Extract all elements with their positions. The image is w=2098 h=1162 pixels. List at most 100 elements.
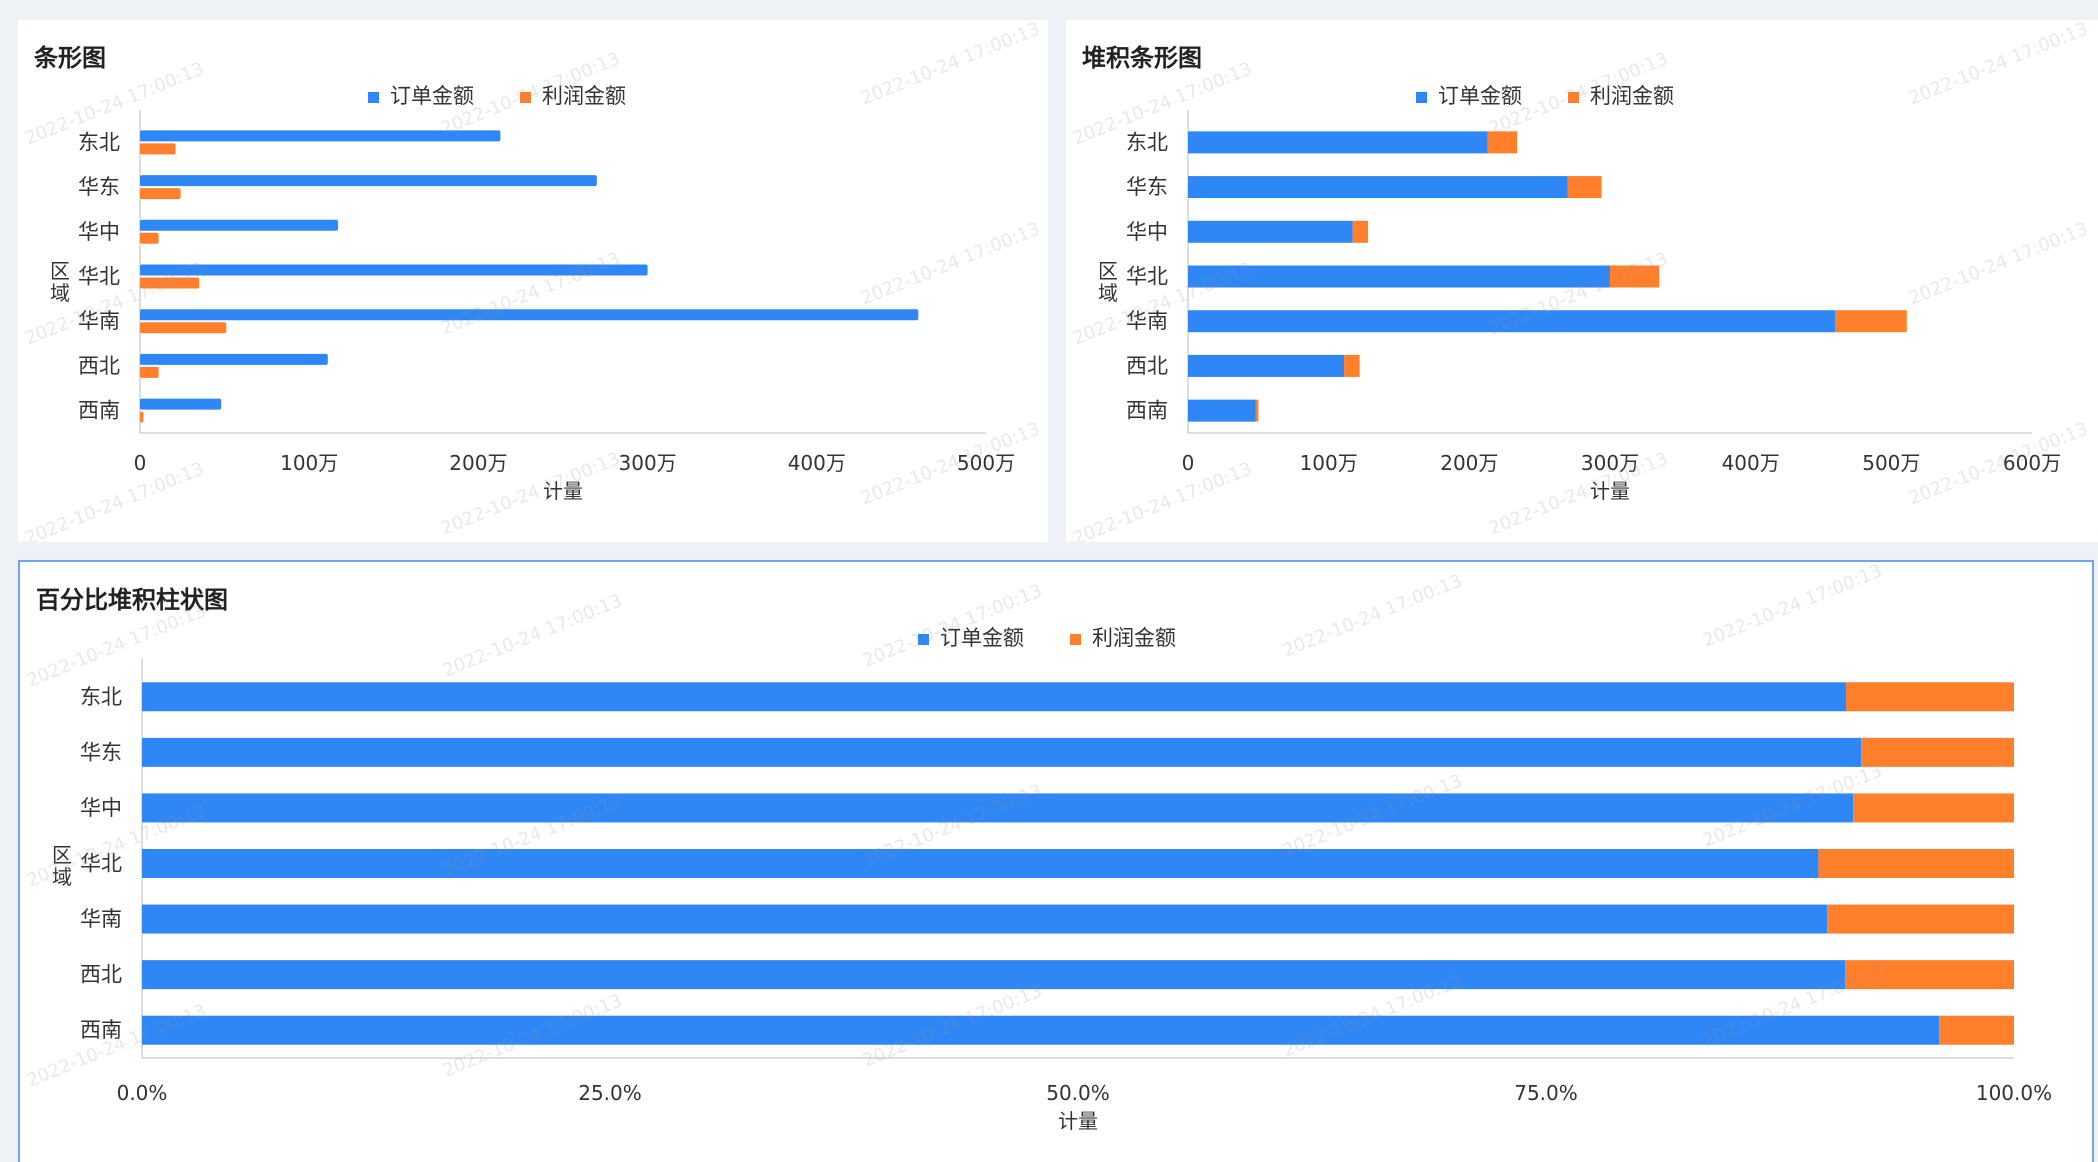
legend-item[interactable]: 利润金额 <box>520 84 626 108</box>
legend-item[interactable]: 利润金额 <box>1070 626 1176 650</box>
x-axis-title: 计量 <box>543 479 583 503</box>
bar-segment[interactable] <box>142 904 1828 934</box>
category-label: 华中 <box>1126 220 1168 244</box>
bar-segment[interactable] <box>1567 176 1602 199</box>
x-tick-label: 600万 <box>2003 451 2061 475</box>
bar[interactable] <box>140 366 159 378</box>
category-label: 西南 <box>78 399 120 423</box>
bar-segment[interactable] <box>142 960 1846 990</box>
bar[interactable] <box>140 277 200 289</box>
bar-segment[interactable] <box>142 849 1819 878</box>
legend-swatch <box>368 92 379 103</box>
bar-segment[interactable] <box>1188 310 1836 333</box>
bar[interactable] <box>140 232 159 244</box>
bar-segment[interactable] <box>1188 265 1610 288</box>
legend-label: 订单金额 <box>390 84 474 108</box>
legend-item[interactable]: 订单金额 <box>918 626 1024 650</box>
category-label: 东北 <box>78 130 120 154</box>
bar-segment[interactable] <box>142 793 1854 823</box>
bar[interactable] <box>140 322 227 334</box>
category-label: 西北 <box>1126 354 1168 378</box>
legend-item[interactable]: 订单金额 <box>1416 84 1522 108</box>
x-tick-label: 500万 <box>1862 451 1920 475</box>
bar-segment[interactable] <box>142 737 1862 767</box>
bar-segment[interactable] <box>1845 960 2014 990</box>
bar-segment[interactable] <box>1487 131 1518 154</box>
bar-segment[interactable] <box>142 682 1846 712</box>
x-tick-label: 400万 <box>1722 451 1780 475</box>
category-label: 华南 <box>1126 309 1168 333</box>
x-tick-label: 100万 <box>280 451 338 475</box>
bar-segment[interactable] <box>1835 310 1907 333</box>
bar[interactable] <box>140 188 181 200</box>
legend-item[interactable]: 订单金额 <box>368 84 474 108</box>
stacked-bar-chart-panel: 堆积条形图 订单金额 利润金额 0 100万 200万 300万 400万 500万 600万计… <box>1066 20 2098 542</box>
category-label: 华东 <box>1126 175 1168 199</box>
legend-label: 订单金额 <box>940 626 1024 650</box>
category-label: 华中 <box>78 220 120 244</box>
bar-segment[interactable] <box>1188 131 1488 154</box>
bar-segment[interactable] <box>1255 399 1259 422</box>
category-label: 华中 <box>80 796 122 820</box>
category-label: 华北 <box>1126 265 1168 289</box>
bar[interactable] <box>140 411 144 423</box>
x-tick-label: 200万 <box>449 451 507 475</box>
category-label: 西北 <box>80 963 122 987</box>
legend-label: 利润金额 <box>542 84 626 108</box>
bar[interactable] <box>140 264 648 276</box>
bar-chart-panel: 条形图 订单金额 利润金额 0 100万 200万 300万 400万 500万 计量 区域 东北华… <box>18 20 1048 542</box>
x-tick-label: 500万 <box>957 451 1015 475</box>
x-tick-label: 0 <box>1182 451 1195 475</box>
legend: 订单金额 利润金额 <box>368 84 626 108</box>
bar[interactable] <box>140 130 501 142</box>
bar-segment[interactable] <box>1939 1015 2014 1045</box>
chart-title: 百分比堆积柱状图 <box>36 586 228 614</box>
y-axis-title: 区域 <box>1098 259 1118 305</box>
bar-segment[interactable] <box>1853 793 2014 823</box>
bar-segment[interactable] <box>1188 176 1568 199</box>
legend-label: 利润金额 <box>1590 84 1674 108</box>
x-axis-title: 计量 <box>1058 1109 1098 1133</box>
legend-item[interactable]: 利润金额 <box>1568 84 1674 108</box>
legend-swatch <box>1070 634 1081 645</box>
bar-segment[interactable] <box>1861 737 2014 767</box>
bar-segment[interactable] <box>1188 399 1256 422</box>
category-label: 华南 <box>80 907 122 931</box>
bar-segment[interactable] <box>142 1015 1940 1045</box>
x-tick-label: 0 <box>134 451 147 475</box>
category-label: 华北 <box>80 852 122 876</box>
legend-swatch <box>520 92 531 103</box>
bar[interactable] <box>140 175 597 187</box>
legend: 订单金额 利润金额 <box>1416 84 1674 108</box>
category-label: 西南 <box>1126 399 1168 423</box>
x-tick-label: 0.0% <box>117 1081 168 1105</box>
bar[interactable] <box>140 398 222 410</box>
bar-segment[interactable] <box>1188 354 1345 377</box>
legend-swatch <box>1416 92 1427 103</box>
bar[interactable] <box>140 353 328 365</box>
y-axis-title: 区域 <box>52 843 72 889</box>
bar-segment[interactable] <box>1344 354 1360 377</box>
bar-segment[interactable] <box>1188 220 1353 243</box>
legend-label: 订单金额 <box>1438 84 1522 108</box>
bar[interactable] <box>140 309 919 321</box>
percent-stacked-chart-panel: 百分比堆积柱状图 订单金额 利润金额 0.0% 25.0% 50.0% 75.0% 100.… <box>18 560 2094 1162</box>
bar-segment[interactable] <box>1610 265 1660 288</box>
legend: 订单金额 利润金额 <box>918 626 1176 650</box>
x-tick-label: 100万 <box>1300 451 1358 475</box>
bar[interactable] <box>140 143 176 155</box>
category-label: 华北 <box>78 265 120 289</box>
bar-segment[interactable] <box>1827 904 2014 934</box>
legend-swatch <box>918 634 929 645</box>
category-label: 东北 <box>1126 130 1168 154</box>
bar-segment[interactable] <box>1818 849 2014 878</box>
bar-segment[interactable] <box>1846 682 2014 712</box>
chart-title: 条形图 <box>34 44 106 72</box>
bar-segment[interactable] <box>1352 220 1369 243</box>
bar[interactable] <box>140 219 338 231</box>
x-tick-label: 300万 <box>619 451 677 475</box>
x-tick-label: 300万 <box>1581 451 1639 475</box>
category-label: 西北 <box>78 354 120 378</box>
